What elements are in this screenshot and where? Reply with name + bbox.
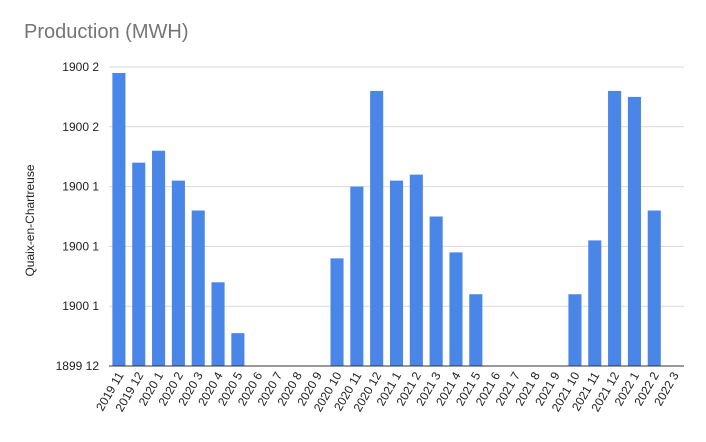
bar bbox=[429, 216, 443, 366]
y-tick-label: 1900 2 bbox=[62, 60, 99, 74]
y-axis-label: Quaix-en-Chartreuse bbox=[23, 164, 37, 276]
bar bbox=[370, 90, 384, 367]
bar bbox=[608, 90, 622, 367]
bar bbox=[132, 162, 146, 366]
y-tick-label: 1900 1 bbox=[62, 299, 99, 313]
bar bbox=[449, 252, 463, 366]
bar bbox=[647, 210, 661, 366]
bar bbox=[171, 180, 185, 366]
bar bbox=[469, 294, 483, 366]
bar bbox=[588, 240, 602, 366]
bar bbox=[389, 180, 404, 366]
bar bbox=[191, 210, 205, 366]
bar bbox=[231, 333, 245, 366]
bar bbox=[112, 72, 126, 366]
bar bbox=[330, 258, 344, 366]
bar bbox=[350, 186, 364, 366]
bar bbox=[409, 174, 423, 366]
bar bbox=[627, 96, 641, 367]
bar bbox=[152, 150, 166, 366]
bars bbox=[112, 72, 661, 367]
y-tick-label: 1900 1 bbox=[62, 180, 99, 194]
y-tick-label: 1899 12 bbox=[56, 359, 100, 373]
y-tick-label: 1900 1 bbox=[62, 239, 99, 253]
chart-title: Production (MWH) bbox=[24, 21, 189, 43]
bar bbox=[211, 282, 225, 366]
y-tick-label: 1900 2 bbox=[62, 120, 99, 134]
bar bbox=[568, 294, 582, 366]
